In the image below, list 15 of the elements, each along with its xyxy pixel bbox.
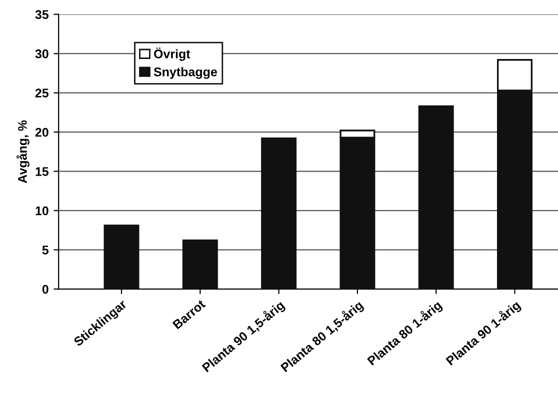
y-tick-label: 30 [35,49,48,58]
y-tick-label: 10 [36,206,48,216]
y-tick-label: 20 [35,128,48,137]
y-tick-label: 0 [42,284,48,294]
y-tick-label: 35 [35,10,49,20]
bar [261,138,297,290]
y-tick-label: 25 [35,88,49,98]
y-axis-title: Avgång, % [16,120,30,184]
bar [182,240,218,290]
bar [104,224,140,290]
legend-label: Snytbagge [154,67,217,79]
bar [418,105,454,290]
legend-label: Övrigt [154,48,190,61]
y-tick-label: 5 [42,246,49,254]
y-tick-label: 15 [36,167,49,176]
